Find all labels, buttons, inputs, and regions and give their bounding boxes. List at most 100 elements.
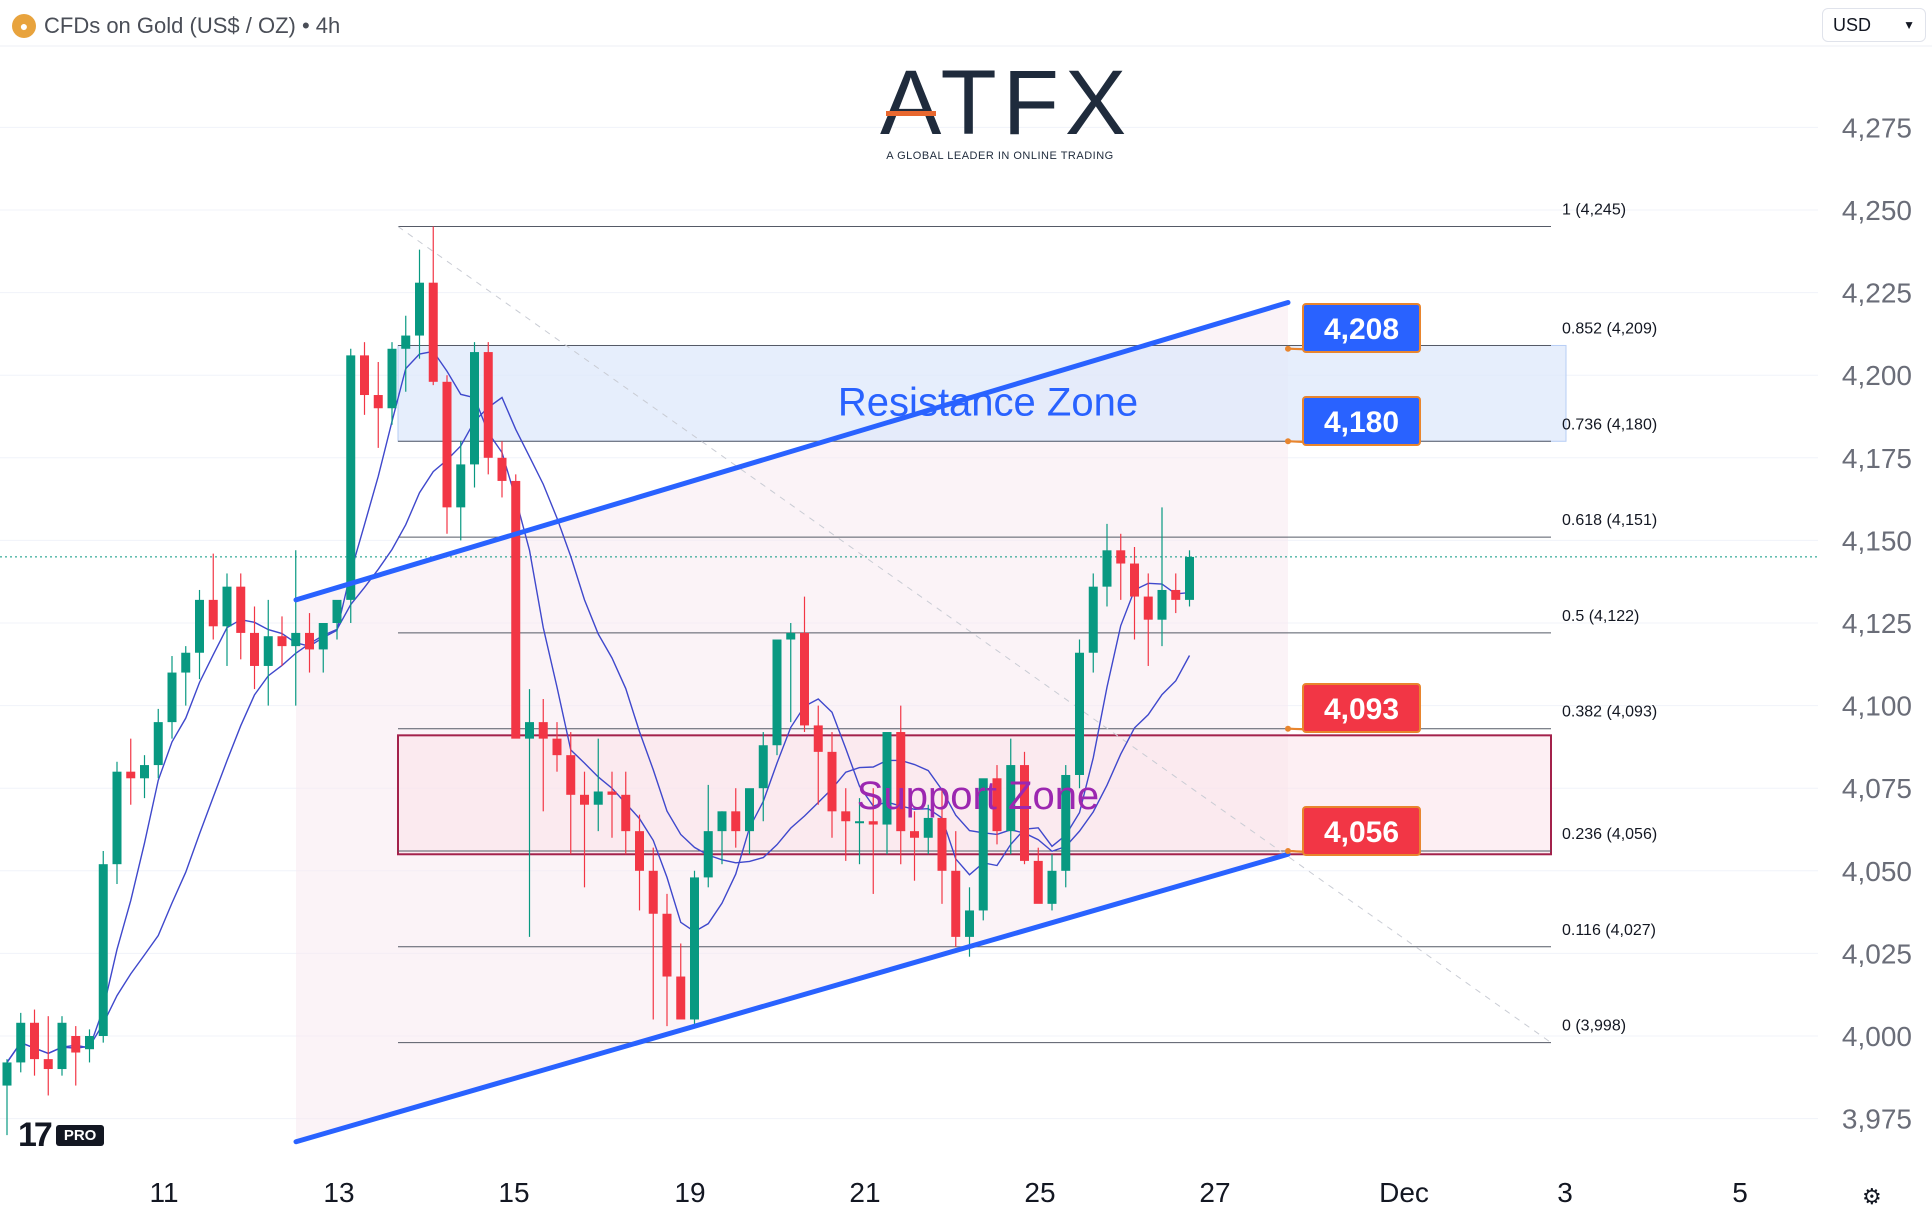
candle-body	[1088, 586, 1098, 653]
x-axis-tick-label: 19	[674, 1177, 705, 1208]
candle-body	[758, 745, 768, 789]
candle-body	[456, 464, 466, 508]
callout-value: 4,180	[1324, 406, 1399, 439]
timeframe-label: 4h	[315, 13, 341, 38]
y-axis-tick-label: 4,025	[1842, 938, 1912, 969]
candle-body	[772, 639, 782, 746]
x-axis-tick-label: 5	[1732, 1177, 1748, 1208]
candle-body	[593, 791, 603, 805]
candle-body	[552, 738, 562, 756]
candle-body	[181, 652, 191, 673]
candle-body	[1116, 550, 1126, 564]
candle-body	[332, 599, 342, 623]
candle-body	[511, 480, 521, 739]
candle-body	[483, 352, 493, 458]
candle-body	[978, 778, 988, 911]
callout-value: 4,093	[1324, 693, 1399, 726]
fib-level-label: 0 (3,998)	[1562, 1018, 1626, 1035]
y-axis-tick-label: 4,225	[1842, 278, 1912, 309]
candle-body	[621, 794, 631, 832]
candle-body	[676, 976, 686, 1020]
candle-body	[923, 817, 933, 838]
candle-body	[112, 771, 122, 865]
candle-body	[662, 913, 672, 977]
candle-body	[346, 355, 356, 600]
candle-body	[71, 1036, 81, 1053]
symbol-header[interactable]: ● CFDs on Gold (US$ / OZ) • 4h	[12, 10, 340, 42]
candle-body	[635, 831, 644, 871]
candle-body	[937, 817, 947, 871]
candle-body	[538, 722, 548, 739]
candle-body	[43, 1059, 53, 1070]
tradingview-badge[interactable]: 17 PRO	[18, 1116, 105, 1155]
candle-body	[1020, 765, 1029, 861]
logo-accent-bar	[886, 111, 936, 116]
support-price-callout	[1302, 806, 1421, 856]
candle-body	[841, 811, 851, 822]
candle-body	[415, 282, 424, 336]
fib-level-label: 0.736 (4,180)	[1562, 416, 1657, 433]
fib-level-label: 0.382 (4,093)	[1562, 704, 1657, 721]
resistance-zone-label: Resistance Zone	[838, 381, 1138, 425]
candle-body	[387, 348, 397, 409]
y-axis-tick-label: 4,150	[1842, 525, 1912, 556]
candle-body	[717, 811, 727, 832]
candle-body	[525, 722, 534, 739]
candle-body	[1061, 774, 1071, 871]
y-axis-tick-label: 4,275	[1842, 112, 1912, 143]
candle-body	[263, 636, 273, 666]
resistance-price-callout	[1302, 303, 1421, 353]
candle-body	[1130, 563, 1139, 597]
x-axis-tick-label: Dec	[1379, 1177, 1429, 1208]
candle-body	[813, 725, 823, 752]
candle-body	[965, 910, 974, 937]
separator-dot: •	[295, 13, 316, 38]
candle-body	[1143, 596, 1153, 620]
fib-level-label: 0.116 (4,027)	[1562, 922, 1656, 939]
candle-body	[868, 821, 878, 825]
candle-body	[580, 794, 589, 805]
gear-icon[interactable]: ⚙	[1862, 1184, 1882, 1209]
candle-body	[896, 732, 906, 832]
y-axis-tick-label: 3,975	[1842, 1104, 1912, 1135]
candle-body	[1006, 765, 1016, 832]
x-axis-tick-label: 3	[1557, 1177, 1573, 1208]
callout-anchor-dot	[1285, 438, 1291, 445]
y-axis-tick-label: 4,050	[1842, 856, 1912, 887]
candle-body	[57, 1022, 67, 1070]
chevron-down-icon: ▼	[1903, 18, 1915, 32]
tradingview-logo-icon: 17	[18, 1116, 53, 1154]
candle-body	[2, 1062, 12, 1086]
gold-coin-icon: ●	[12, 14, 36, 38]
candle-body	[428, 282, 438, 382]
x-axis-tick-label: 25	[1024, 1177, 1055, 1208]
candle-body	[745, 788, 754, 832]
candle-body	[236, 586, 246, 633]
upper-channel-line[interactable]	[293, 300, 1291, 603]
moving-average-slow	[6, 396, 1191, 1063]
y-axis-tick-label: 4,100	[1842, 691, 1912, 722]
symbol-title: CFDs on Gold (US$ / OZ)	[44, 13, 296, 38]
channel-fill	[296, 302, 1288, 1142]
candle-body	[951, 870, 961, 937]
x-axis-tick-label: 11	[149, 1177, 178, 1208]
candle-body	[195, 599, 204, 653]
candle-body	[690, 877, 699, 1020]
pro-badge: PRO	[55, 1125, 105, 1146]
currency-select[interactable]: USD ▼	[1822, 8, 1926, 42]
candle-body	[30, 1022, 39, 1060]
x-axis-tick-label: 13	[323, 1177, 354, 1208]
candle-body	[373, 395, 383, 409]
callout-value: 4,056	[1324, 816, 1399, 849]
candle-body	[153, 722, 163, 766]
fib-level-label: 0.236 (4,056)	[1562, 826, 1657, 843]
y-axis-tick-label: 4,175	[1842, 443, 1912, 474]
support-zone-label: Support Zone	[857, 774, 1099, 818]
candle-body	[140, 765, 149, 779]
candle-body	[442, 381, 452, 508]
lower-channel-line[interactable]	[293, 851, 1291, 1145]
callout-anchor-dot	[1285, 847, 1291, 854]
candle-body	[1033, 860, 1043, 904]
candle-body	[800, 632, 809, 726]
